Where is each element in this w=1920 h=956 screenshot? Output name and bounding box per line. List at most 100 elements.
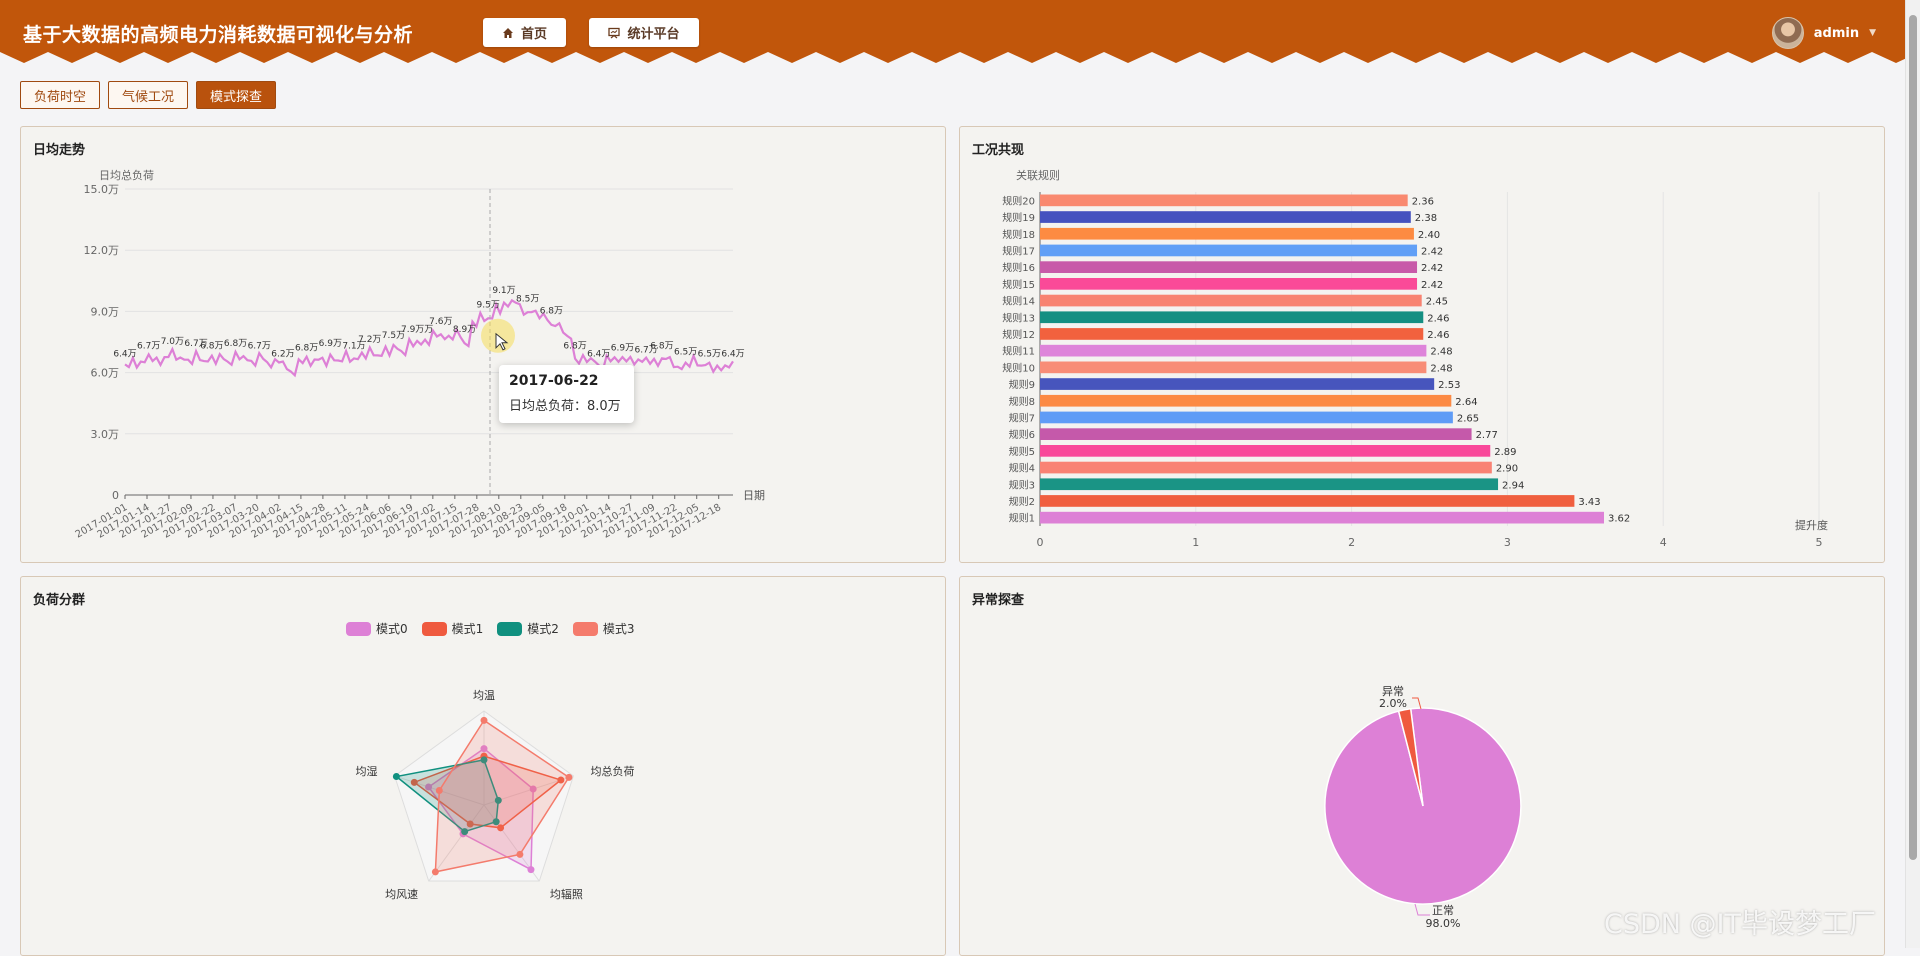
tab-load-spatial[interactable]: 负荷时空 — [20, 81, 101, 109]
bar — [1040, 445, 1491, 457]
chart-icon — [608, 27, 621, 38]
data-label: 6.8万 — [650, 341, 673, 351]
data-label: 6.7万 — [634, 345, 657, 355]
user-menu[interactable]: admin ▼ — [1771, 17, 1876, 49]
y-tick-label: 9.0万 — [91, 305, 120, 318]
legend-label: 模式1 — [451, 622, 484, 636]
bar — [1040, 378, 1435, 390]
data-label: 7.1万 — [342, 341, 365, 351]
radar-point — [410, 778, 418, 786]
trend-line — [124, 298, 734, 378]
anomaly-panel: 异常探查 正常 98.0% 异常 2.0% CSDN @IT毕设梦工厂 — [959, 576, 1885, 956]
watermark: CSDN @IT毕设梦工厂 — [1603, 909, 1876, 940]
y-tick-label: 规则10 — [1002, 361, 1035, 374]
tab-climate[interactable]: 气候工况 — [108, 81, 189, 109]
nav-home-button[interactable]: 首页 — [483, 18, 566, 47]
y-tick-label: 规则12 — [1002, 328, 1035, 341]
nav-stats-button[interactable]: 统计平台 — [589, 18, 699, 47]
y-tick-label: 规则3 — [1009, 478, 1035, 491]
bar-value-label: 2.65 — [1457, 413, 1479, 424]
bar — [1040, 227, 1414, 240]
panel-title-rules: 工况共现 — [972, 143, 1025, 158]
bar-value-label: 2.36 — [1412, 196, 1434, 207]
y-tick-label: 规则5 — [1009, 445, 1035, 458]
home-icon — [502, 27, 513, 38]
data-label: 6.5万 — [698, 349, 721, 359]
bar — [1040, 411, 1453, 424]
radar-point — [527, 866, 535, 874]
bar-value-label: 2.45 — [1426, 297, 1448, 308]
legend-label: 模式3 — [602, 622, 635, 636]
data-label: 9.1万 — [492, 286, 515, 296]
panel-title-anomaly: 异常探查 — [972, 593, 1025, 608]
bar-value-label: 3.62 — [1608, 514, 1630, 525]
y-tick-label: 规则1 — [1009, 512, 1035, 525]
legend-item-mode1[interactable]: 模式1 — [421, 620, 484, 637]
y-tick-label: 规则13 — [1002, 311, 1035, 324]
legend-item-mode0[interactable]: 模式0 — [346, 620, 408, 637]
bar — [1040, 361, 1427, 374]
data-label: 6.8万 — [540, 307, 563, 317]
data-label: 9.5万 — [477, 300, 500, 310]
radar-point — [497, 824, 505, 832]
radar-point — [557, 776, 565, 784]
bar — [1040, 211, 1411, 223]
bar-value-label: 2.42 — [1421, 246, 1443, 257]
radar-indicator-label: 均风速 — [385, 888, 418, 901]
top-navbar: 基于大数据的高频电力消耗数据可视化与分析 首页 统计平台 admin ▼ — [0, 0, 1920, 66]
y-tick-label: 12.0万 — [84, 244, 120, 257]
x-tick-label: 2 — [1348, 536, 1355, 549]
legend-swatch — [497, 621, 523, 636]
page-scrollbar[interactable] — [1905, 0, 1920, 948]
radar-point — [435, 786, 443, 794]
bar-value-label: 2.64 — [1455, 397, 1477, 408]
pie-label-value: 98.0% — [1426, 917, 1461, 930]
tooltip-date: 2017-06-22 — [509, 373, 599, 389]
y-tick-label: 规则20 — [1002, 194, 1035, 207]
y-tick-label: 规则16 — [1002, 261, 1035, 274]
radar-point — [516, 850, 524, 858]
chevron-down-icon[interactable]: ▼ — [1869, 28, 1876, 38]
x-tick-label: 4 — [1660, 536, 1667, 549]
pie-label-line — [1412, 697, 1422, 710]
radar-point — [392, 773, 400, 781]
username: admin — [1813, 25, 1860, 41]
bar — [1040, 244, 1418, 257]
legend-item-mode2[interactable]: 模式2 — [497, 620, 559, 637]
rules-panel: 工况共现 关联规则 0 1 2 3 4 5 提升度 规则1 3.62 规则2 3.43 规则3 2.94 规… — [959, 126, 1885, 563]
y-tick-label: 15.0万 — [84, 183, 120, 196]
daily-trend-chart[interactable]: 日均总负荷03.0万6.0万9.0万12.0万15.0万日期2017-01-01… — [21, 127, 946, 563]
bar — [1040, 278, 1418, 290]
radar-indicator-label: 均辐照 — [550, 887, 583, 901]
radar-point — [425, 783, 433, 791]
y-tick-label: 规则17 — [1002, 244, 1035, 257]
rules-bar-chart[interactable]: 关联规则 0 1 2 3 4 5 提升度 规则1 3.62 规则2 3.43 规则3 2.94 规则4 2.9… — [960, 127, 1885, 563]
data-label: 6.8万 — [563, 341, 586, 351]
data-label: 7.9万万 — [401, 325, 433, 335]
y-tick-label: 规则11 — [1002, 345, 1035, 358]
data-label: 7.0万 — [161, 337, 184, 347]
x-tick-label: 1 — [1192, 536, 1199, 549]
scrollbar-thumb[interactable] — [1909, 15, 1917, 860]
y-tick-label: 规则14 — [1002, 295, 1035, 308]
avatar[interactable] — [1771, 17, 1804, 49]
pie-label-name: 异常 — [1382, 685, 1404, 698]
radar-point — [480, 745, 488, 753]
data-label: 6.4万 — [721, 349, 744, 359]
panel-title-cluster: 负荷分群 — [33, 593, 86, 608]
data-label: 7.2万 — [358, 335, 381, 345]
pie-label-name: 正常 — [1432, 904, 1454, 917]
tab-pattern[interactable]: 模式探查 — [196, 81, 277, 109]
legend-item-mode3[interactable]: 模式3 — [572, 620, 635, 637]
bar-value-label: 2.48 — [1430, 347, 1452, 358]
data-label: 8.5万 — [516, 294, 539, 304]
radar-point — [466, 820, 474, 828]
data-label: 6.8万 — [224, 339, 247, 349]
bar-value-label: 2.53 — [1438, 380, 1460, 391]
view-tabs: 负荷时空 气候工况 模式探查 — [20, 81, 277, 109]
radar-axis — [428, 804, 485, 882]
nav-stats-label: 统计平台 — [627, 27, 680, 42]
bar — [1040, 294, 1422, 307]
